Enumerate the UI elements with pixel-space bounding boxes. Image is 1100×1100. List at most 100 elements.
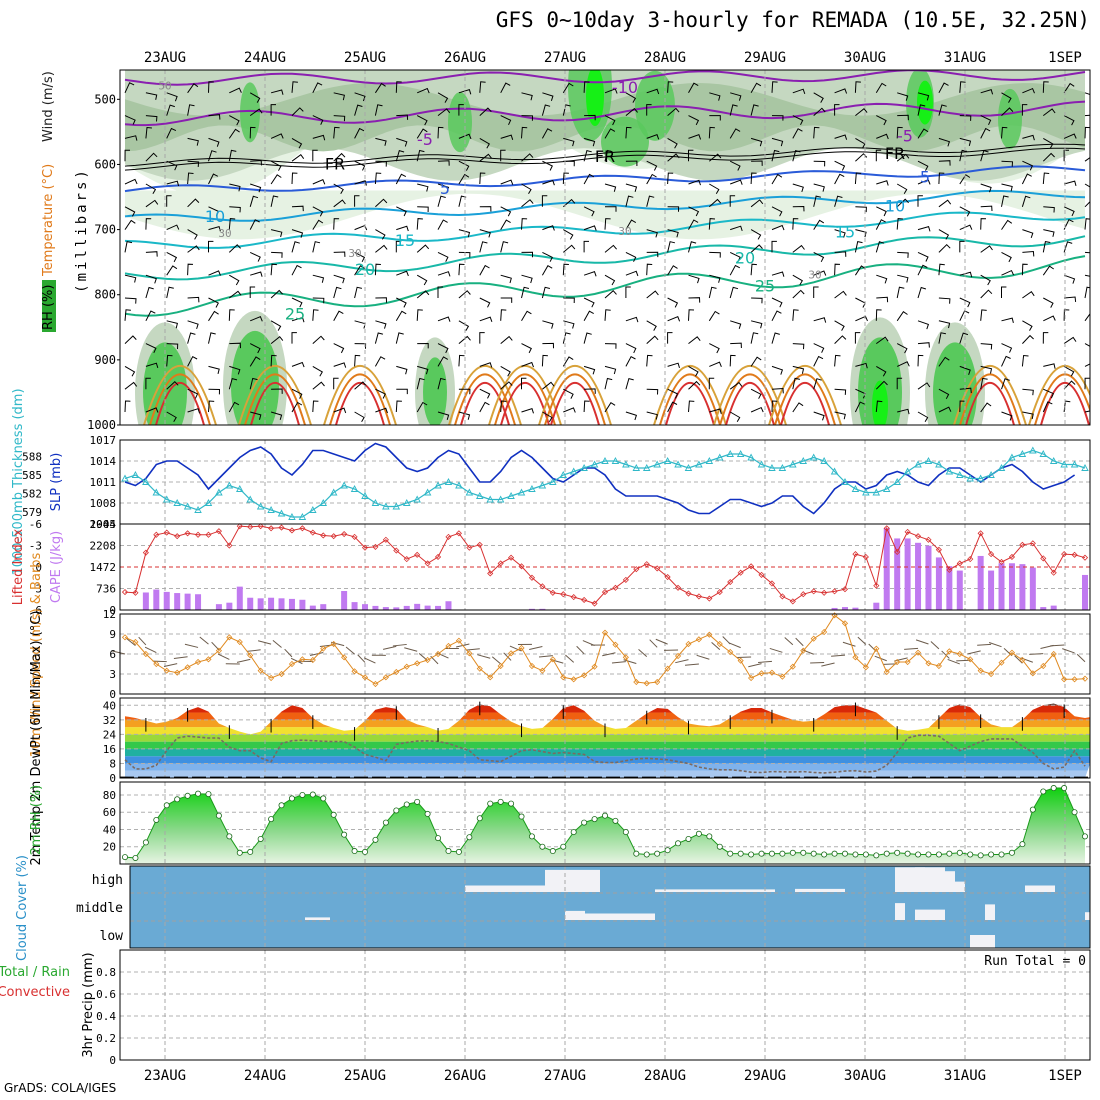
wind-barb bbox=[187, 245, 200, 253]
cloud-block bbox=[925, 871, 955, 892]
rh-point bbox=[236, 849, 243, 856]
wind-ytick-label: 0 bbox=[109, 688, 116, 701]
wind-barb bbox=[166, 354, 173, 367]
wind-barb bbox=[896, 286, 905, 299]
wind-barb bbox=[980, 309, 987, 321]
wind-barb bbox=[875, 82, 887, 94]
wind-barb bbox=[437, 377, 446, 390]
wind-barb bbox=[730, 92, 742, 101]
wind-barb bbox=[542, 381, 555, 390]
wind-speed-point bbox=[873, 645, 880, 652]
wind-barb bbox=[249, 251, 261, 262]
lifted-index-point bbox=[142, 549, 149, 556]
wind-barb bbox=[166, 251, 178, 263]
wind-barb bbox=[542, 160, 553, 171]
lifted-index-point bbox=[998, 558, 1005, 566]
isotherm-label: 20 bbox=[355, 260, 375, 279]
wind-barb bbox=[667, 297, 679, 308]
lifted-index-point bbox=[664, 573, 671, 581]
rh-point bbox=[602, 812, 609, 819]
isotherm-label: -10 bbox=[612, 78, 638, 97]
wind-barb bbox=[270, 174, 282, 185]
rh-point bbox=[633, 850, 640, 857]
wind-speed-point bbox=[320, 645, 327, 652]
thickness-point bbox=[309, 506, 317, 513]
wind-barb bbox=[583, 365, 596, 375]
wind-barb bbox=[291, 401, 303, 413]
wind-speed-point bbox=[1050, 650, 1057, 658]
wind-barb bbox=[375, 407, 388, 414]
wind-barb bbox=[395, 400, 402, 413]
wind-barb bbox=[1001, 160, 1014, 167]
cape-bar bbox=[435, 605, 442, 610]
surface-wind-barb bbox=[477, 654, 491, 659]
thickness-point bbox=[997, 464, 1006, 471]
wind-barb bbox=[604, 128, 616, 139]
wind-barb bbox=[1001, 343, 1013, 353]
wind-barb bbox=[750, 82, 762, 94]
thickness-point bbox=[142, 478, 150, 485]
wind-barb bbox=[729, 286, 739, 299]
wind-barb bbox=[312, 206, 324, 217]
surface-wind-barb bbox=[1020, 657, 1033, 663]
wind-barb bbox=[897, 274, 909, 283]
lifted-index-point bbox=[299, 525, 306, 532]
cape-bar bbox=[883, 528, 890, 610]
wind-barb bbox=[1042, 332, 1049, 344]
lifted-index-point bbox=[737, 569, 744, 576]
lifted-index-point bbox=[528, 574, 536, 581]
wind-barb bbox=[896, 198, 909, 208]
wind-speed-point bbox=[821, 628, 828, 636]
wind-barb bbox=[1001, 378, 1010, 390]
wind-barb bbox=[228, 244, 241, 253]
cloud-panel bbox=[130, 866, 1090, 948]
wind-barb bbox=[959, 149, 968, 162]
wind-barb bbox=[604, 88, 618, 94]
rh-point bbox=[727, 850, 734, 857]
lifted-index-point bbox=[581, 596, 588, 604]
wind-barb bbox=[834, 104, 840, 116]
wind-speed-point bbox=[1019, 656, 1026, 664]
rh-point bbox=[205, 791, 212, 798]
wind-ylabel-text: 10m Wind Speed (m/s) & Barbs bbox=[29, 552, 44, 757]
isotherm-line-0 bbox=[124, 70, 1086, 86]
cloud-block bbox=[305, 917, 330, 920]
thickness-point bbox=[361, 492, 369, 499]
rh-point bbox=[153, 816, 160, 823]
wind-barb bbox=[374, 82, 386, 94]
wind-barb bbox=[667, 401, 678, 413]
lifted-index-point bbox=[1081, 554, 1089, 561]
thickness-point bbox=[966, 474, 974, 482]
wind-barb bbox=[270, 354, 277, 367]
rh-point bbox=[581, 819, 588, 826]
wind-barb bbox=[562, 82, 574, 94]
cape-ytick-label: 0 bbox=[109, 604, 116, 617]
rh-point bbox=[988, 851, 995, 858]
thickness-point bbox=[382, 502, 390, 510]
wind-speed-point bbox=[351, 668, 358, 675]
precip-ylabel: 3hr Precip (mm) bbox=[81, 952, 96, 1057]
surface-wind-barb bbox=[404, 647, 418, 652]
surface-wind-barb bbox=[138, 636, 147, 646]
wind-barb bbox=[521, 407, 534, 414]
wind-barb bbox=[897, 114, 909, 121]
wind-speed-point bbox=[205, 656, 212, 663]
thickness-point bbox=[298, 513, 307, 520]
isotherm-label: 5 bbox=[440, 179, 450, 198]
wind-barb bbox=[604, 244, 617, 253]
wind-barb bbox=[771, 173, 783, 185]
wind-barb bbox=[124, 335, 137, 344]
lifted-index-line bbox=[124, 525, 1086, 605]
rh-point bbox=[977, 852, 984, 859]
wind-speed-point bbox=[622, 654, 629, 661]
cape-ylabel-text: CAPE (J/kg) bbox=[49, 531, 64, 603]
wind-speed-point bbox=[779, 673, 786, 680]
wind-barb bbox=[896, 377, 903, 390]
wind-barb bbox=[1043, 206, 1055, 213]
lifted-index-point bbox=[163, 529, 170, 536]
wind-barb bbox=[938, 263, 945, 276]
cape-bar bbox=[299, 599, 306, 610]
wind-barb bbox=[1022, 134, 1035, 141]
thickness-ytick-label: 582 bbox=[22, 488, 42, 501]
cape-bar bbox=[894, 538, 901, 610]
